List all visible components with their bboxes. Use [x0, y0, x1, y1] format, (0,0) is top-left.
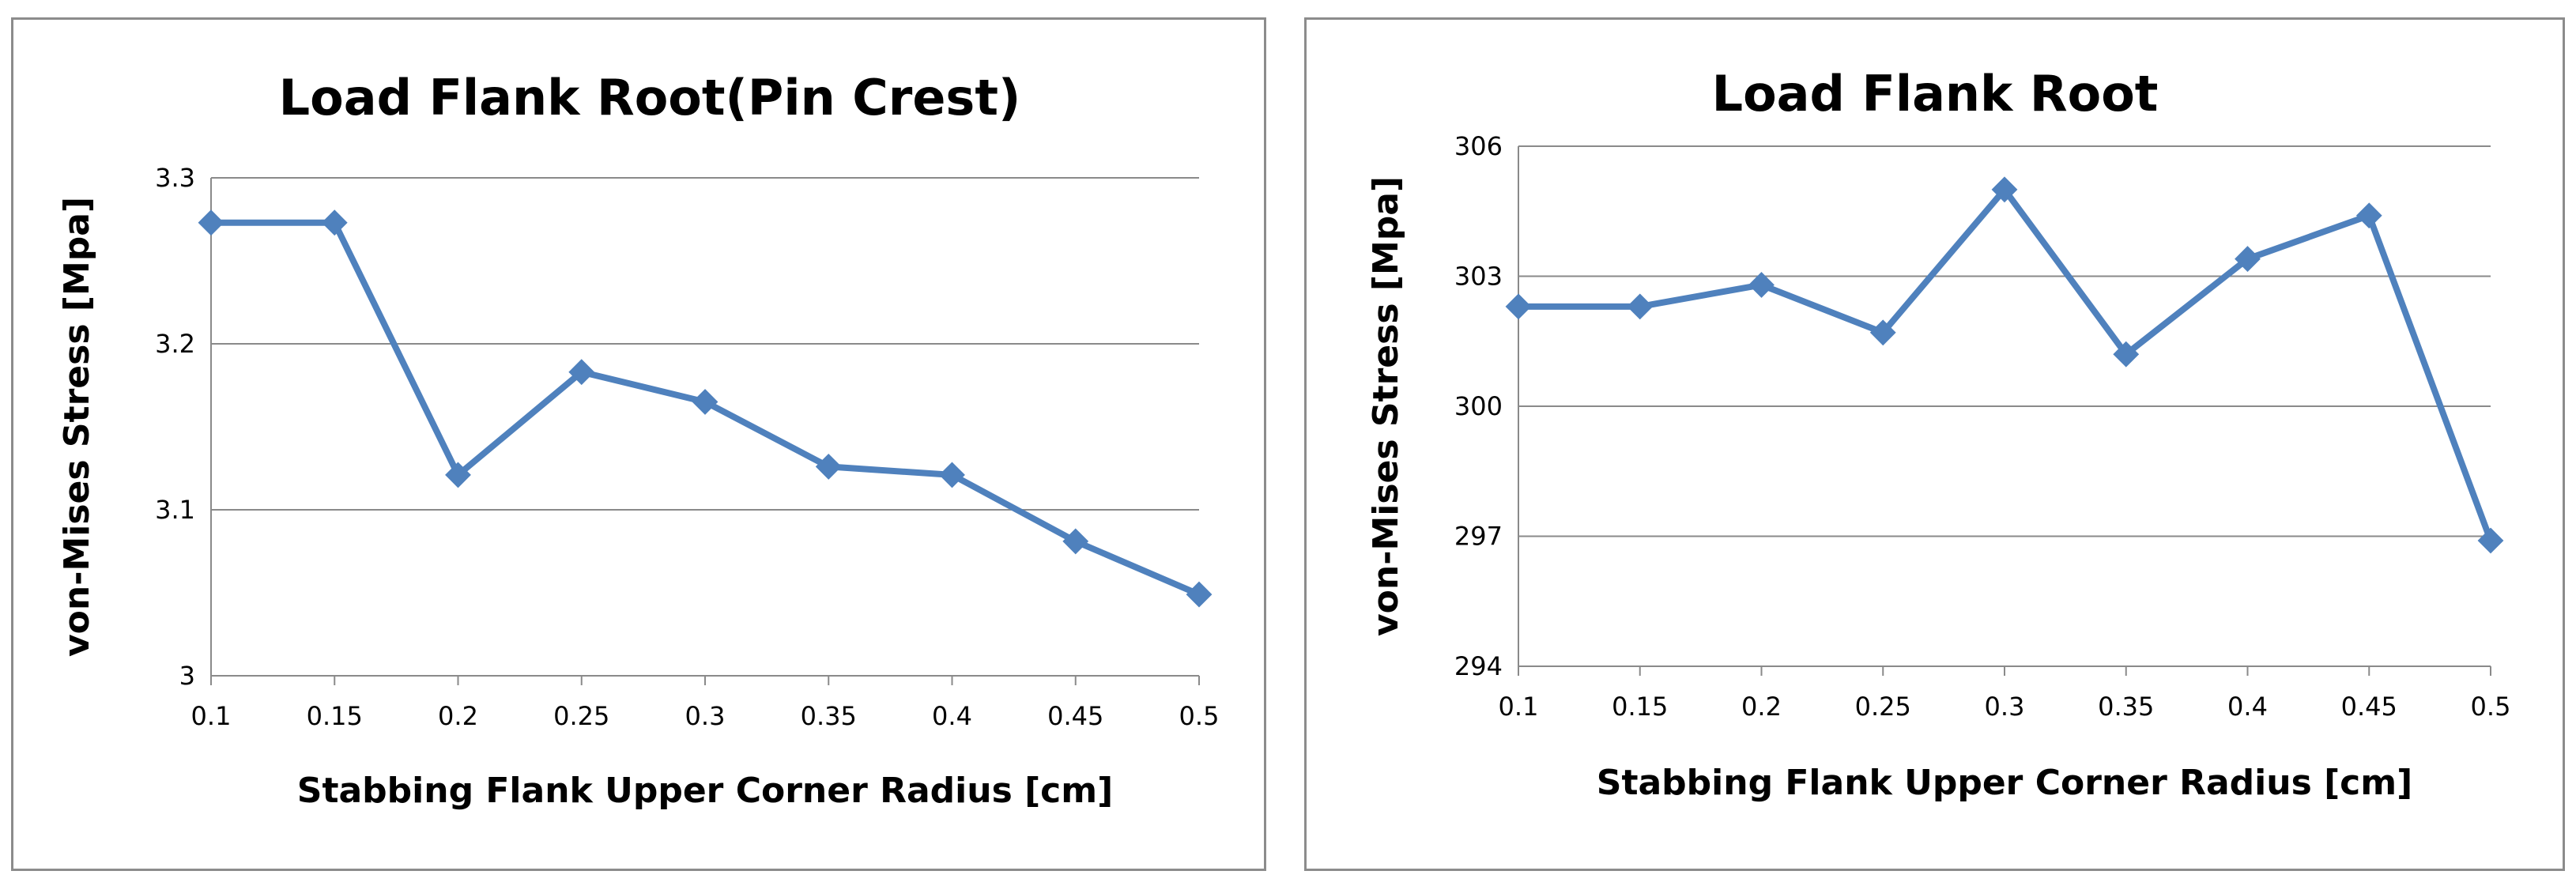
chart-svg-right: Load Flank Root 294 297 300 303 306 0.1 0.15 0.2…	[1366, 65, 2511, 803]
x-tick-label-right-8: 0.5	[2471, 692, 2511, 722]
y-tick-label-right-2: 300	[1454, 391, 1503, 421]
data-point-right-0	[1505, 293, 1532, 320]
data-point-right-8	[2477, 527, 2504, 554]
y-tick-label-right-0: 294	[1454, 651, 1503, 681]
x-tick-label-left-3: 0.25	[553, 701, 609, 731]
data-point-left-0	[198, 209, 224, 236]
data-point-right-4	[1991, 176, 2018, 203]
y-tick-label-left-3: 3.3	[155, 163, 195, 193]
data-point-right-7	[2355, 202, 2382, 229]
data-point-left-5	[815, 453, 842, 480]
chart-panel-left: Load Flank Root(Pin Crest) 3 3.1 3.2 3.3 0.1 0…	[11, 17, 1266, 871]
x-tick-label-right-6: 0.4	[2227, 692, 2268, 722]
y-tick-label-right-1: 297	[1454, 522, 1503, 552]
chart-panel-right: Load Flank Root 294 297 300 303 306 0.1 0.15 0.2…	[1304, 17, 2565, 871]
data-point-left-2	[445, 462, 471, 488]
x-tick-label-right-1: 0.15	[1612, 692, 1668, 722]
x-tick-label-right-2: 0.2	[1741, 692, 1782, 722]
x-tick-label-left-8: 0.5	[1179, 701, 1220, 731]
x-axis-label-right: Stabbing Flank Upper Corner Radius [cm]	[1597, 763, 2412, 803]
y-tick-label-left-2: 3.2	[155, 329, 195, 359]
y-tick-label-left-1: 3.1	[155, 495, 195, 525]
y-axis-label-right: von-Mises Stress [Mpa]	[1366, 176, 1406, 636]
data-point-left-6	[939, 462, 965, 488]
x-axis-label-left: Stabbing Flank Upper Corner Radius [cm]	[297, 771, 1113, 811]
y-tick-label-right-4: 306	[1454, 131, 1503, 161]
x-tick-label-left-2: 0.2	[438, 701, 478, 731]
data-point-right-5	[2113, 341, 2140, 368]
data-point-left-8	[1186, 581, 1213, 608]
chart-title-right: Load Flank Root	[1712, 65, 2159, 123]
data-point-right-6	[2235, 246, 2261, 272]
x-tick-label-left-1: 0.15	[307, 701, 363, 731]
x-tick-label-right-7: 0.45	[2341, 692, 2397, 722]
x-tick-label-right-3: 0.25	[1855, 692, 1911, 722]
data-point-left-4	[692, 389, 718, 415]
data-point-right-1	[1627, 293, 1654, 320]
chart-title-left: Load Flank Root(Pin Crest)	[279, 69, 1021, 126]
y-tick-label-right-3: 303	[1454, 262, 1503, 292]
y-axis-label-left: von-Mises Stress [Mpa]	[57, 197, 97, 657]
x-tick-label-left-5: 0.35	[801, 701, 857, 731]
data-point-left-1	[321, 209, 348, 236]
data-point-right-2	[1748, 272, 1775, 298]
y-tick-label-left-0: 3	[179, 661, 195, 691]
x-tick-label-left-6: 0.4	[932, 701, 972, 731]
x-tick-label-left-4: 0.3	[685, 701, 726, 731]
series-line-right-0	[1515, 186, 2494, 544]
x-tick-label-right-4: 0.3	[1985, 692, 2025, 722]
data-point-left-7	[1062, 528, 1089, 555]
chart-svg-left: Load Flank Root(Pin Crest) 3 3.1 3.2 3.3 0.1 0…	[57, 69, 1220, 811]
x-tick-label-right-5: 0.35	[2098, 692, 2154, 722]
x-tick-label-right-0: 0.1	[1499, 692, 1539, 722]
x-tick-label-left-7: 0.45	[1047, 701, 1103, 731]
x-tick-label-left-0: 0.1	[191, 701, 232, 731]
data-point-left-3	[568, 359, 595, 386]
data-point-right-3	[1869, 319, 1896, 346]
